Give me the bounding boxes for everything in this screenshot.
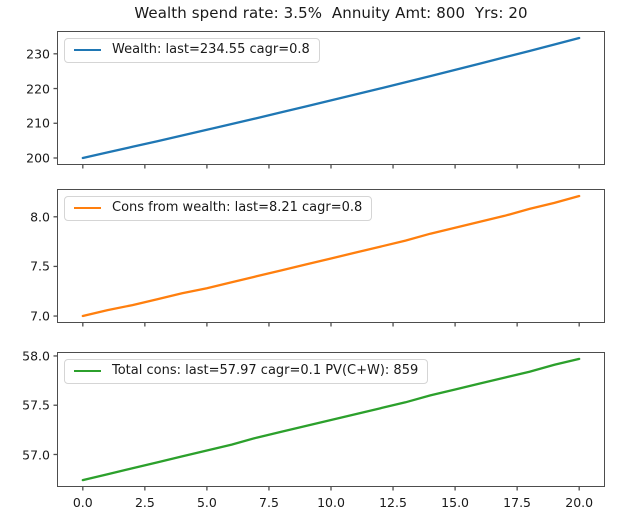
total-cons-subplot: Total cons: last=57.97 cagr=0.1 PV(C+W):… — [22, 349, 605, 510]
x-tick-label: 12.5 — [379, 495, 407, 510]
cons-from-wealth-plot-svg — [53, 194, 581, 327]
x-tick-label: 17.5 — [503, 495, 532, 510]
x-tick-label: 20.0 — [565, 495, 594, 510]
cons-from-wealth-legend-line-sample — [74, 206, 101, 210]
total-cons-legend: Total cons: last=57.97 cagr=0.1 PV(C+W):… — [64, 359, 429, 384]
cons-from-wealth-legend-label: Cons from wealth: last=8.21 cagr=0.8 — [112, 200, 363, 215]
wealth-legend: Wealth: last=234.55 cagr=0.8 — [64, 38, 320, 63]
total-cons-legend-label: Total cons: last=57.97 cagr=0.1 PV(C+W):… — [112, 363, 419, 378]
total-cons-tick-marks — [53, 355, 580, 491]
y-tick-label: 220 — [26, 81, 50, 96]
wealth-legend-label: Wealth: last=234.55 cagr=0.8 — [112, 42, 310, 57]
wealth-line — [81, 36, 581, 160]
cons-from-wealth-subplot: Cons from wealth: last=8.21 cagr=0.8 7.0… — [30, 189, 605, 327]
y-tick-label: 8.0 — [30, 209, 50, 225]
total-cons-line — [81, 357, 581, 482]
y-tick-label: 57.0 — [22, 447, 50, 462]
x-tick-label: 2.5 — [134, 495, 155, 510]
y-tick-label: 210 — [26, 115, 50, 131]
total-cons-plot-svg — [53, 355, 581, 491]
y-tick-label: 7.0 — [30, 308, 50, 324]
x-tick-label: 5.0 — [196, 495, 217, 510]
figure-title: Wealth spend rate: 3.5% Annuity Amt: 800… — [134, 4, 528, 22]
wealth-legend-line-sample — [74, 48, 101, 52]
cons-from-wealth-line — [81, 194, 581, 318]
y-tick-label: 200 — [26, 150, 50, 166]
cons-from-wealth-tick-marks — [53, 216, 580, 327]
wealth-tick-marks — [53, 53, 580, 169]
total-cons-legend-line-sample — [74, 369, 101, 373]
y-tick-label: 7.5 — [30, 258, 50, 274]
cons-from-wealth-legend: Cons from wealth: last=8.21 cagr=0.8 — [64, 196, 373, 221]
y-tick-label: 230 — [26, 46, 50, 62]
x-tick-label: 15.0 — [441, 495, 470, 510]
wealth-subplot: Wealth: last=234.55 cagr=0.8 200 210 220 23… — [26, 31, 605, 169]
y-tick-label: 57.5 — [22, 397, 50, 413]
wealth-plot-svg — [53, 36, 581, 169]
y-tick-label: 58.0 — [22, 348, 50, 364]
x-tick-label: 10.0 — [317, 495, 345, 510]
x-tick-label: 0.0 — [72, 495, 93, 510]
x-tick-label: 7.5 — [259, 495, 279, 510]
